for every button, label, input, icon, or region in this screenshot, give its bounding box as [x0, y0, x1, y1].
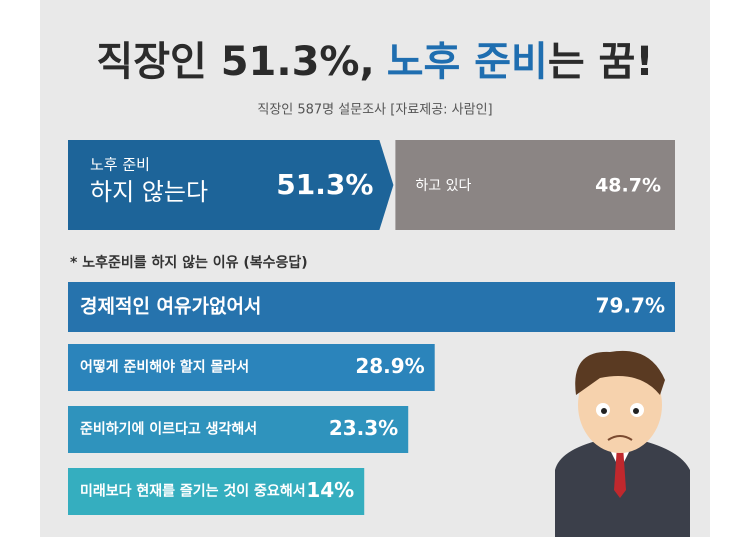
- title: 직장인 51.3%, 노후 준비는 꿈!: [96, 39, 653, 85]
- bar: [68, 344, 435, 391]
- note: * 노후준비를 하지 않는 이유 (복수응답): [70, 254, 308, 271]
- legend-label: 하고 있다: [415, 178, 471, 194]
- subtitle: 직장인 587명 설문조사 [자료제공: 사람인]: [257, 103, 492, 118]
- legend-label: 노후 준비: [90, 156, 150, 174]
- value-label: 28.9%: [355, 354, 424, 378]
- title-part: 노후 준비: [387, 39, 548, 85]
- value-label: 14%: [306, 478, 354, 502]
- value-label: 48.7%: [595, 175, 661, 197]
- value-label: 79.7%: [596, 294, 665, 318]
- bar: [68, 406, 409, 453]
- category-label: 미래보다 현재를 즐기는 것이 중요해서: [80, 483, 306, 500]
- value-label: 23.3%: [329, 416, 398, 440]
- bar: [395, 140, 675, 230]
- title-part: 직장인 51.3%,: [96, 39, 374, 85]
- bar: [68, 140, 394, 230]
- category-label: 어떻게 준비해야 할지 몰라서: [80, 359, 249, 376]
- legend-label: 하지 않는다: [90, 178, 208, 206]
- bar: [68, 468, 365, 515]
- value-label: 51.3%: [276, 168, 373, 201]
- category-label: 준비하기에 이르다고 생각해서: [80, 421, 257, 438]
- title-part: 는 꿈!: [548, 39, 654, 85]
- bar: [68, 282, 675, 332]
- category-label: 경제적인 여유가없어서: [80, 296, 261, 318]
- character: [555, 350, 690, 537]
